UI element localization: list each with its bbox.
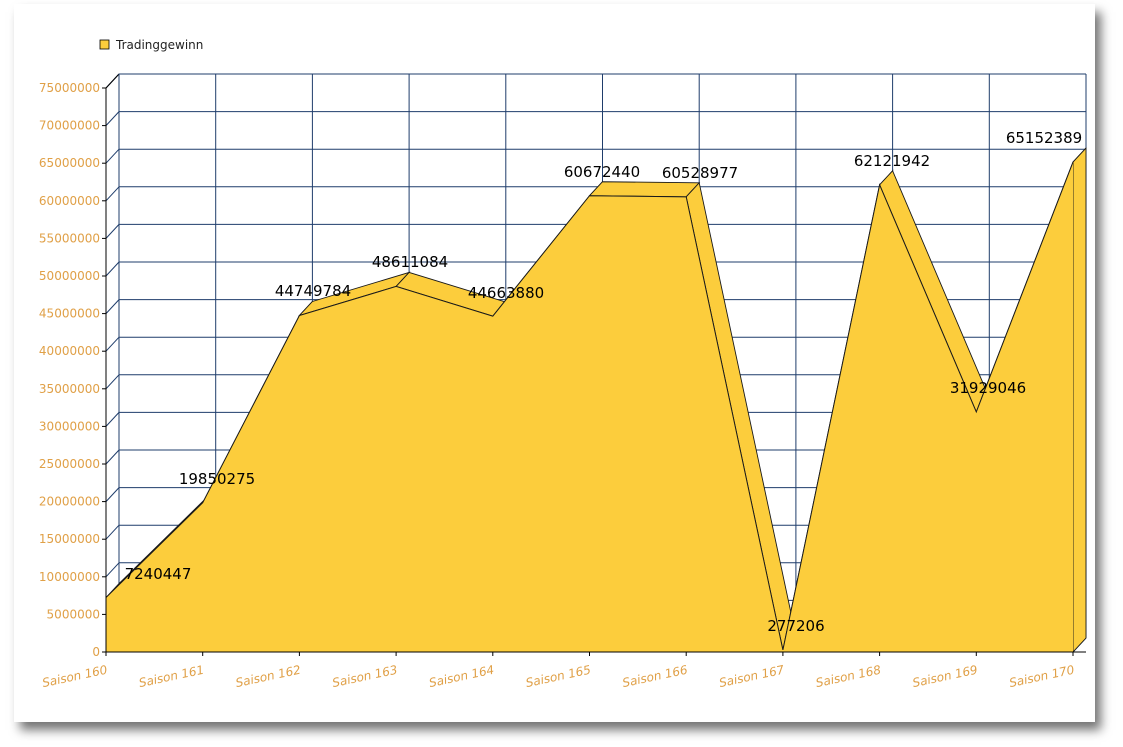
y-tick-label: 65000000 bbox=[39, 156, 100, 170]
y-tick-label: 50000000 bbox=[39, 269, 100, 283]
area-side-face bbox=[1072, 146, 1087, 654]
area-top-face bbox=[588, 181, 701, 198]
gridline-depth bbox=[105, 111, 120, 126]
data-label: 44663880 bbox=[468, 284, 544, 302]
gridline-depth bbox=[105, 412, 120, 427]
y-tick-label: 45000000 bbox=[39, 307, 100, 321]
x-tick-label: Saison 161 bbox=[138, 663, 206, 690]
gridline-depth bbox=[105, 186, 120, 202]
data-label: 31929046 bbox=[950, 379, 1026, 397]
y-tick-label: 55000000 bbox=[39, 231, 100, 245]
gridline-depth bbox=[105, 224, 120, 239]
x-tick-label: Saison 166 bbox=[621, 663, 689, 691]
data-label: 48611084 bbox=[372, 253, 448, 271]
gridline-depth bbox=[105, 374, 120, 390]
y-tick-label: 40000000 bbox=[39, 344, 100, 358]
y-tick-label: 70000000 bbox=[39, 119, 100, 133]
legend-swatch bbox=[99, 39, 110, 50]
data-label: 65152389 bbox=[1006, 129, 1082, 147]
y-tick-label: 30000000 bbox=[39, 419, 100, 433]
legend-label: Tradinggewinn bbox=[115, 38, 203, 52]
x-tick-label: Saison 165 bbox=[524, 663, 592, 690]
y-tick-label: 0 bbox=[92, 645, 100, 659]
data-labels: 7240447 19850275 44749784 48611084 44663880 6… bbox=[125, 129, 1083, 635]
gridline-depth bbox=[105, 449, 120, 465]
gridline-depth bbox=[105, 148, 120, 164]
data-label: 60672440 bbox=[564, 163, 640, 181]
y-tick-label: 15000000 bbox=[39, 532, 100, 546]
x-tick-label: Saison 164 bbox=[428, 663, 496, 690]
data-label: 19850275 bbox=[179, 470, 255, 488]
area-line bbox=[105, 161, 1074, 651]
data-label: 7240447 bbox=[125, 565, 192, 583]
x-tick-label: Saison 169 bbox=[911, 663, 979, 690]
x-tick-label: Saison 170 bbox=[1008, 663, 1076, 691]
gridline-depth bbox=[105, 562, 120, 578]
left-wall-top-edge bbox=[105, 73, 120, 89]
data-label: 60528977 bbox=[662, 164, 738, 182]
y-tick-label: 20000000 bbox=[39, 495, 100, 509]
area-series bbox=[105, 146, 1087, 654]
y-tick-label: 25000000 bbox=[39, 457, 100, 471]
y-tick-label: 35000000 bbox=[39, 382, 100, 396]
y-tick-label: 5000000 bbox=[47, 607, 100, 621]
x-tick-label: Saison 160 bbox=[41, 663, 109, 691]
gridline-depth bbox=[105, 261, 120, 277]
data-label: 277206 bbox=[767, 617, 824, 635]
data-label: 44749784 bbox=[275, 282, 351, 300]
y-tick-label: 75000000 bbox=[39, 81, 100, 95]
x-tick-label: Saison 162 bbox=[234, 663, 302, 690]
x-tick-label: Saison 168 bbox=[815, 663, 883, 691]
legend: Tradinggewinn bbox=[99, 38, 203, 52]
x-tick-label: Saison 163 bbox=[331, 663, 399, 690]
gridline-depth bbox=[105, 487, 120, 502]
data-label: 62121942 bbox=[854, 152, 930, 170]
area-front-face bbox=[106, 162, 1073, 653]
gridline-depth bbox=[105, 299, 120, 314]
x-tick-label: Saison 167 bbox=[718, 663, 786, 691]
gridline-depth bbox=[105, 336, 120, 352]
gridline-depth bbox=[105, 524, 120, 540]
y-tick-label: 10000000 bbox=[39, 570, 100, 584]
y-tick-label: 60000000 bbox=[39, 194, 100, 208]
